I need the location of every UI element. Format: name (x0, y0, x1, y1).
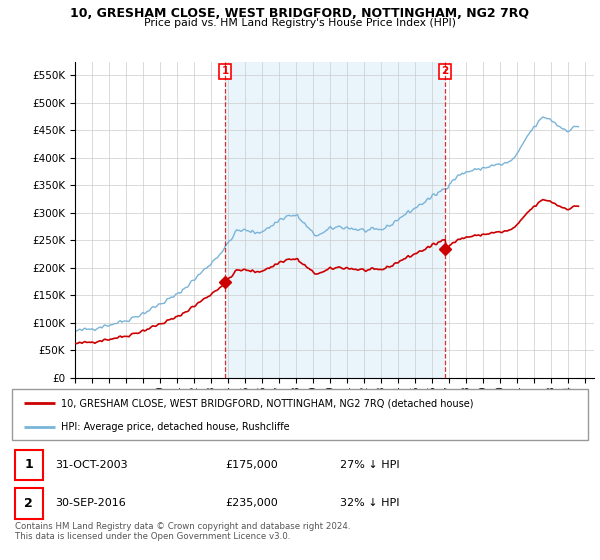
Text: 10, GRESHAM CLOSE, WEST BRIDGFORD, NOTTINGHAM, NG2 7RQ (detached house): 10, GRESHAM CLOSE, WEST BRIDGFORD, NOTTI… (61, 398, 473, 408)
Bar (15, 450, 43, 480)
Bar (15, 488, 43, 519)
Text: 27% ↓ HPI: 27% ↓ HPI (340, 460, 400, 470)
Text: Price paid vs. HM Land Registry's House Price Index (HPI): Price paid vs. HM Land Registry's House … (144, 18, 456, 29)
Text: Contains HM Land Registry data © Crown copyright and database right 2024.: Contains HM Land Registry data © Crown c… (15, 522, 350, 531)
Text: £175,000: £175,000 (225, 460, 278, 470)
Text: 10, GRESHAM CLOSE, WEST BRIDGFORD, NOTTINGHAM, NG2 7RQ: 10, GRESHAM CLOSE, WEST BRIDGFORD, NOTTI… (71, 7, 530, 20)
Text: 30-SEP-2016: 30-SEP-2016 (55, 498, 126, 508)
Text: 32% ↓ HPI: 32% ↓ HPI (340, 498, 400, 508)
Text: 1: 1 (25, 458, 33, 472)
Bar (225, 62, 445, 378)
Text: 1: 1 (221, 66, 229, 76)
Text: This data is licensed under the Open Government Licence v3.0.: This data is licensed under the Open Gov… (15, 532, 290, 541)
Text: 2: 2 (25, 497, 33, 510)
Text: £235,000: £235,000 (225, 498, 278, 508)
Text: 31-OCT-2003: 31-OCT-2003 (55, 460, 128, 470)
Text: 2: 2 (442, 66, 449, 76)
Text: HPI: Average price, detached house, Rushcliffe: HPI: Average price, detached house, Rush… (61, 422, 290, 432)
